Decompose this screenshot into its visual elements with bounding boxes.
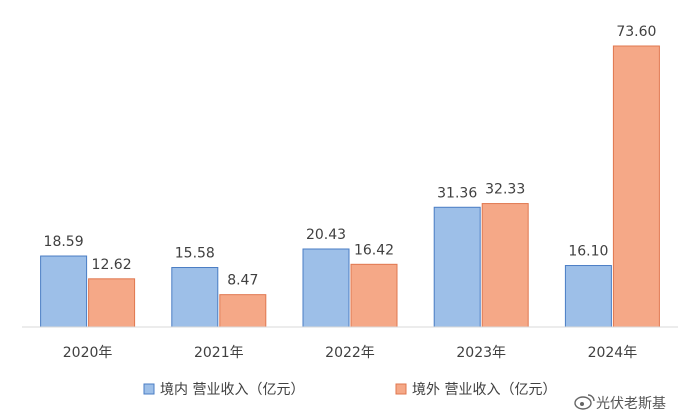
- bar-overseas-0: [88, 278, 136, 328]
- legend-swatch-overseas: [395, 383, 407, 395]
- data-label-overseas-1: 8.47: [227, 273, 258, 289]
- bar-overseas-1: [219, 294, 267, 328]
- bar-domestic-1: [171, 267, 219, 328]
- weibo-logo-icon: [574, 394, 595, 410]
- legend: 境内 营业收入（亿元） 境外 营业收入（亿元）: [143, 382, 556, 398]
- data-labels-layer: 18.59 12.62 15.58 8.47 20.43 16.42 31.36 32.33 1…: [44, 24, 657, 289]
- data-label-domestic-3: 31.36: [437, 185, 477, 201]
- bar-domestic-2: [302, 248, 350, 328]
- watermark: 光伏老斯基: [574, 394, 666, 412]
- data-label-domestic-0: 18.59: [44, 234, 84, 250]
- bar-overseas-3: [481, 203, 529, 328]
- x-tick-label-0: 2020年: [63, 345, 113, 361]
- data-label-overseas-2: 16.42: [354, 242, 394, 258]
- legend-label-domestic: 境内 营业收入（亿元）: [160, 382, 304, 398]
- bar-overseas-2: [350, 263, 398, 328]
- x-tick-label-3: 2023年: [456, 345, 506, 361]
- legend-swatch-domestic: [143, 383, 155, 395]
- watermark-text: 光伏老斯基: [596, 395, 666, 412]
- data-label-domestic-1: 15.58: [175, 246, 215, 262]
- x-tick-label-4: 2024年: [588, 345, 638, 361]
- bar-domestic-4: [564, 265, 612, 328]
- bars-layer: [40, 45, 660, 328]
- x-tick-labels: 2020年 2021年 2022年 2023年 2024年: [63, 345, 637, 361]
- data-label-overseas-3: 32.33: [485, 182, 525, 198]
- bar-domestic-0: [40, 255, 88, 328]
- x-tick-label-1: 2021年: [194, 345, 244, 361]
- x-tick-label-2: 2022年: [325, 345, 375, 361]
- legend-label-overseas: 境外 营业收入（亿元）: [412, 382, 556, 398]
- data-label-domestic-4: 16.10: [568, 244, 608, 260]
- bar-domestic-3: [433, 206, 481, 328]
- bar-overseas-4: [612, 45, 660, 328]
- data-label-overseas-4: 73.60: [616, 24, 656, 40]
- data-label-overseas-0: 12.62: [92, 257, 132, 273]
- data-label-domestic-2: 20.43: [306, 227, 346, 243]
